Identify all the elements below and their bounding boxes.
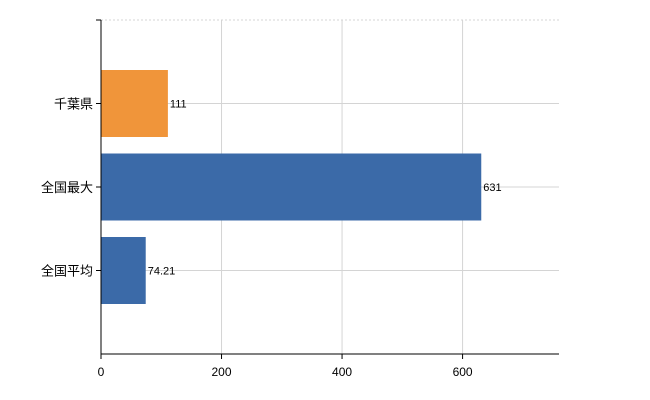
data-label-1: 631 (483, 182, 501, 194)
x-tick-label-400: 400 (332, 365, 352, 379)
bar-1 (101, 153, 482, 221)
x-tick-label-200: 200 (212, 365, 232, 379)
bar-0 (101, 70, 168, 137)
x-tick-label-0: 0 (98, 365, 105, 379)
x-tick-label-600: 600 (453, 365, 473, 379)
y-tick-label-2: 全国平均 (41, 264, 93, 280)
bars (101, 70, 482, 304)
data-label-0: 111 (170, 99, 187, 111)
bar-2 (101, 237, 146, 304)
data-label-2: 74.21 (148, 266, 176, 278)
y-tick-label-0: 千葉県 (54, 98, 93, 113)
y-tick-label-1: 全国最大 (41, 180, 93, 196)
axes (96, 19, 559, 359)
